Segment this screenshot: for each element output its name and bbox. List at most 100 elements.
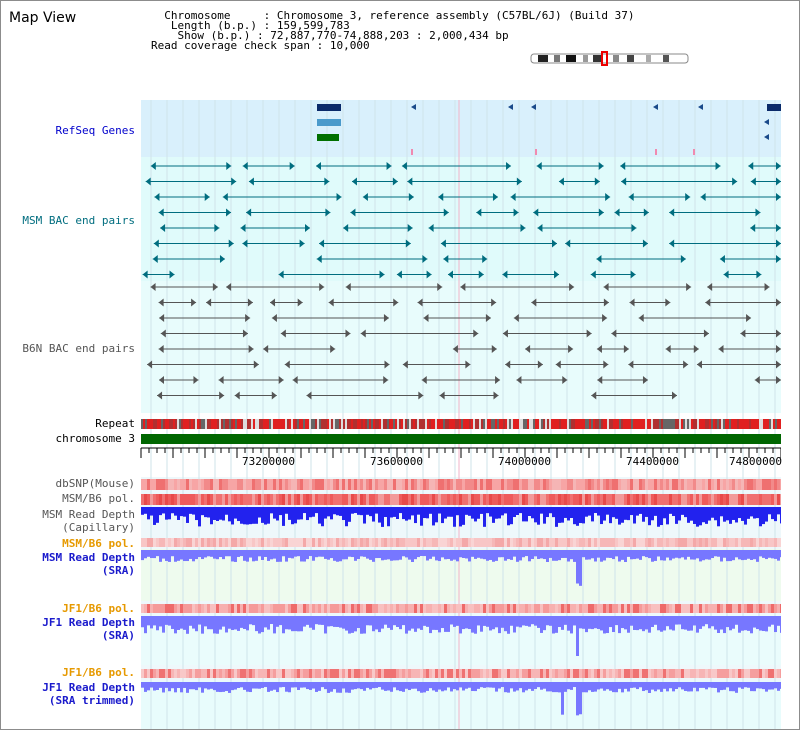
jf1-depth-trim-bar xyxy=(558,682,561,693)
msm-b6-pol-cell xyxy=(252,538,255,547)
jf1-depth-sra-bar xyxy=(249,616,252,625)
msm-depth-cap-bar xyxy=(165,507,168,520)
repeat-segment xyxy=(241,419,243,429)
repeat-segment xyxy=(725,419,727,429)
jf1-depth-trim-bar xyxy=(354,682,357,690)
track-label-refseq[interactable]: RefSeq Genes xyxy=(55,124,135,137)
jf1-b6-pol-cell xyxy=(231,604,234,613)
track-label-jf1-b6-pol-1[interactable]: JF1/B6 pol. xyxy=(62,602,135,615)
msm-depth-sra-bar xyxy=(714,550,717,557)
length-value: 159,599,783 xyxy=(276,19,350,32)
jf1-b6-pol-cell xyxy=(270,669,273,678)
msm-depth-sra-bar xyxy=(711,550,714,559)
repeat-segment xyxy=(199,419,201,429)
msm-depth-sra-bar xyxy=(177,550,180,561)
msm-b6-pol-cell xyxy=(735,538,738,547)
jf1-depth-trim-bar xyxy=(309,682,312,690)
msm-depth-sra-bar xyxy=(732,550,735,561)
jf1-b6-pol-cell xyxy=(597,669,600,678)
jf1-depth-sra-bar xyxy=(615,616,618,626)
repeat-segment xyxy=(353,419,355,429)
msm-b6-pol-cell xyxy=(408,494,411,505)
jf1-b6-pol-cell xyxy=(507,669,510,678)
jf1-depth-sra-bar xyxy=(204,616,207,627)
jf1-depth-sra-bar xyxy=(711,616,714,627)
track-label-msm-depth-sra[interactable]: MSM Read Depth xyxy=(42,551,135,564)
dbsnp-cell xyxy=(363,479,366,490)
b6n-bac-end xyxy=(746,314,752,322)
track-label-dbsnp[interactable]: dbSNP(Mouse) xyxy=(55,477,135,490)
b6n-bac-end xyxy=(360,329,366,338)
msm-bac-end xyxy=(565,239,571,248)
track-label-msm-depth-capillary[interactable]: MSM Read Depth xyxy=(42,508,135,521)
jf1-b6-pol-cell xyxy=(423,669,426,678)
track-label-msm-b6-pol-2[interactable]: MSM/B6 pol. xyxy=(62,537,135,550)
jf1-depth-sra-bar xyxy=(396,616,399,627)
jf1-b6-pol-cell xyxy=(744,669,747,678)
msm-b6-pol-cell xyxy=(411,494,414,505)
msm-depth-cap-bar xyxy=(708,507,711,521)
track-label-jf1-depth-sra[interactable]: JF1 Read Depth xyxy=(42,616,135,629)
msm-depth-sra-bar xyxy=(579,550,582,586)
dbsnp-cell xyxy=(639,479,642,490)
jf1-depth-sra-bar xyxy=(291,616,294,632)
msm-b6-pol-cell xyxy=(234,494,237,505)
repeat-segment xyxy=(587,419,589,429)
msm-b6-pol-cell xyxy=(429,538,432,547)
dbsnp-cell xyxy=(456,479,459,490)
msm-b6-pol-cell xyxy=(513,494,516,505)
jf1-depth-trim-bar xyxy=(648,682,651,693)
msm-depth-sra-bar xyxy=(156,550,159,557)
jf1-b6-pol-cell xyxy=(552,604,555,613)
jf1-b6-pol-cell xyxy=(387,669,390,678)
track-label-jf1-b6-pol-2[interactable]: JF1/B6 pol. xyxy=(62,666,135,679)
msm-depth-cap-bar xyxy=(210,507,213,525)
jf1-depth-sra-bar xyxy=(180,616,183,629)
read-coverage-key: Read coverage check span xyxy=(151,39,310,52)
jf1-depth-trim-bar xyxy=(240,682,243,688)
jf1-b6-pol-cell xyxy=(558,604,561,613)
jf1-b6-pol-cell xyxy=(405,669,408,678)
msm-b6-pol-cell xyxy=(714,538,717,547)
jf1-b6-pol-cell xyxy=(174,669,177,678)
dbsnp-cell xyxy=(171,479,174,490)
msm-depth-sra-bar xyxy=(243,550,246,561)
msm-depth-cap-bar xyxy=(408,507,411,520)
jf1-depth-sra-bar xyxy=(153,616,156,626)
jf1-depth-sra-bar xyxy=(642,616,645,632)
jf1-depth-sra-bar xyxy=(465,616,468,629)
msm-depth-cap-bar xyxy=(642,507,645,522)
jf1-b6-pol-cell xyxy=(435,669,438,678)
msm-b6-pol-cell xyxy=(645,538,648,547)
jf1-depth-sra-bar xyxy=(504,616,507,632)
track-label-msm-b6-pol-1[interactable]: MSM/B6 pol. xyxy=(62,492,135,505)
track-label-jf1-depth-trimmed[interactable]: JF1 Read Depth xyxy=(42,681,135,694)
msm-b6-pol-cell xyxy=(495,494,498,505)
msm-depth-cap-bar xyxy=(267,507,270,524)
track-label-msm-bac[interactable]: MSM BAC end pairs xyxy=(22,214,135,227)
repeat-segment xyxy=(295,419,297,429)
jf1-depth-trim-bar xyxy=(351,682,354,690)
jf1-b6-pol-cell xyxy=(555,669,558,678)
msm-b6-pol-cell xyxy=(774,494,777,505)
repeat-segment xyxy=(741,419,743,429)
jf1-depth-trim-bar xyxy=(147,682,150,691)
msm-depth-cap-bar xyxy=(654,507,657,516)
jf1-b6-pol-cell xyxy=(171,604,174,613)
dbsnp-cell xyxy=(738,479,741,490)
msm-depth-sra-bar xyxy=(342,550,345,560)
msm-depth-cap-bar xyxy=(777,507,780,515)
b6n-bac-end xyxy=(460,283,466,291)
msm-b6-pol-cell xyxy=(480,538,483,547)
msm-b6-pol-cell xyxy=(615,538,618,547)
repeat-segment xyxy=(149,419,151,429)
repeat-segment xyxy=(421,419,423,429)
msm-b6-pol-cell xyxy=(504,494,507,505)
jf1-depth-sra-bar xyxy=(708,616,711,629)
jf1-depth-sra-bar xyxy=(273,616,276,634)
track-label-b6n-bac[interactable]: B6N BAC end pairs xyxy=(22,342,135,355)
jf1-depth-trim-bar xyxy=(285,682,288,692)
jf1-b6-pol-cell xyxy=(366,604,369,613)
jf1-b6-pol-cell xyxy=(402,604,405,613)
